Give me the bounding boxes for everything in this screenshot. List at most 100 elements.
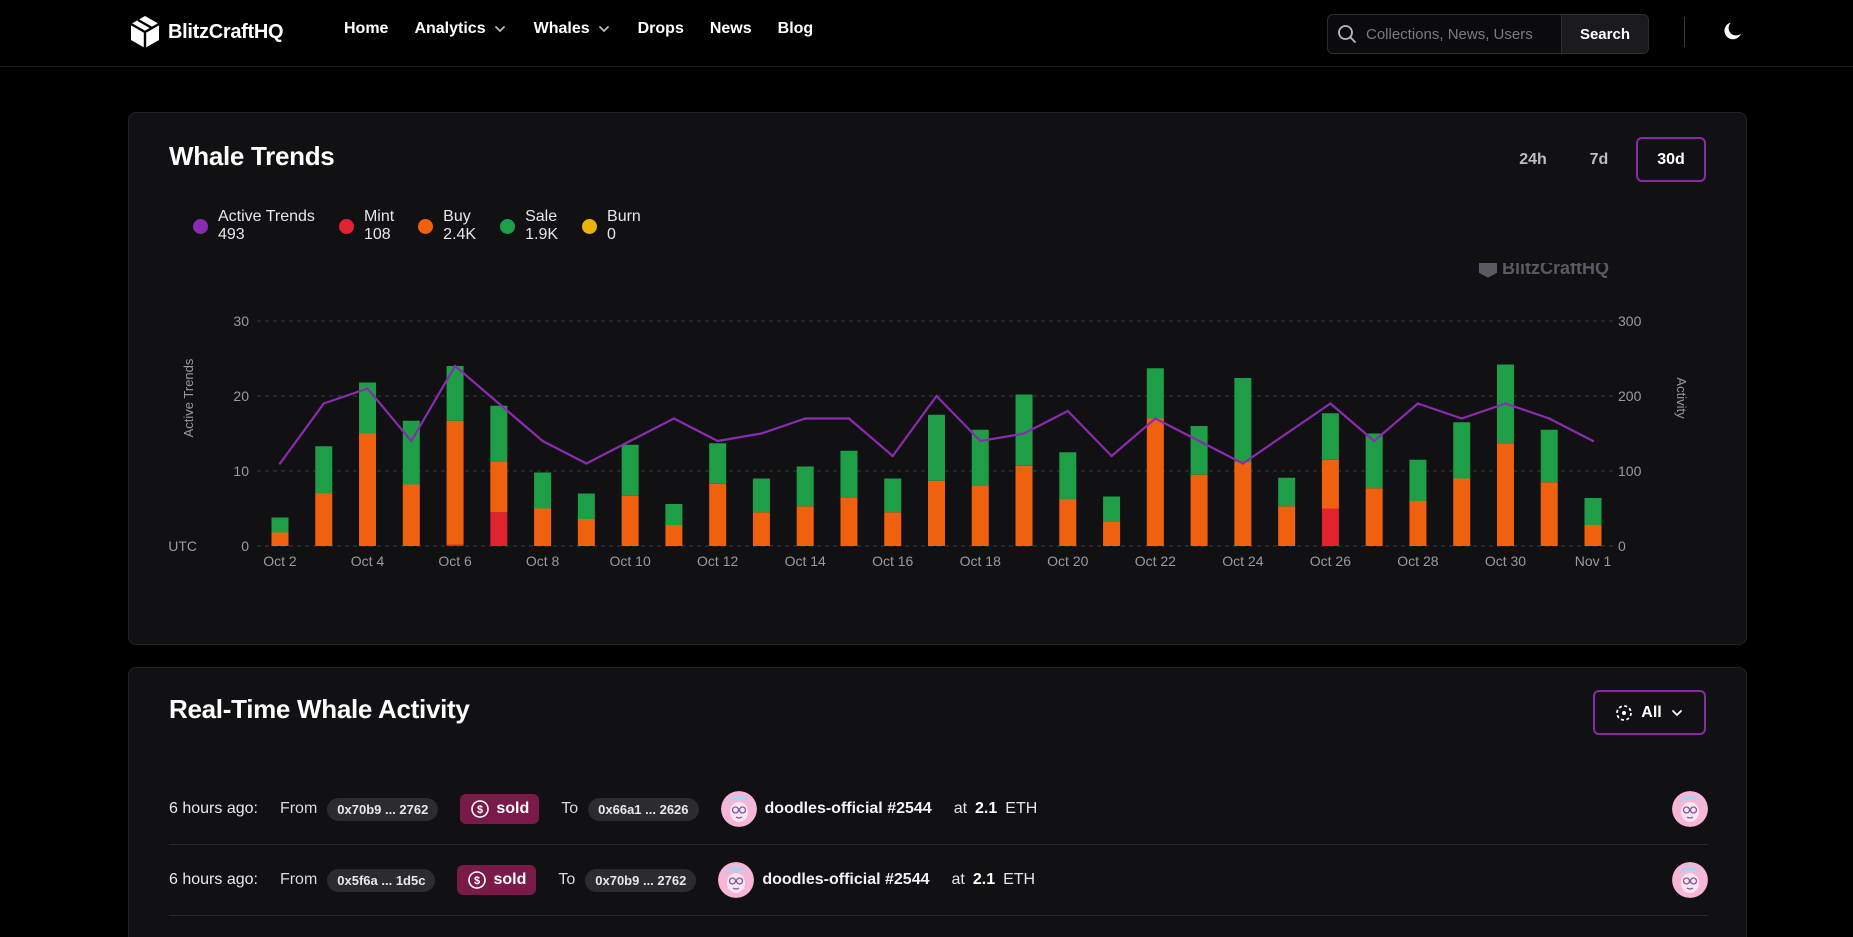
bar-buy-oct-30[interactable] [1496,443,1514,546]
nav-whales[interactable]: Whales [534,20,612,38]
point-active-trends-oct-25[interactable] [1285,432,1288,435]
legend-item-burn[interactable]: Burn 0 [582,208,641,244]
bar-buy-oct-29[interactable] [1453,478,1471,547]
bar-sale-oct-16[interactable] [884,478,902,513]
bar-sale-oct-7[interactable] [490,405,508,462]
activity-row[interactable]: 6 hours ago: From 0x5f6a ... 1d5c $ sold To 0x… [169,845,1708,916]
legend-item-active-trends[interactable]: Active Trends 493 [193,208,315,244]
bar-sale-oct-24[interactable] [1234,378,1252,462]
collection-avatar[interactable] [1672,791,1708,827]
bar-sale-nov-1[interactable] [1584,498,1602,525]
bar-sale-oct-27[interactable] [1365,433,1383,489]
activity-filter-dropdown[interactable]: All [1593,690,1706,735]
nft-link[interactable]: doodles-official #2544 [718,862,930,898]
legend-item-mint[interactable]: Mint 108 [338,208,394,244]
bar-buy-oct-26[interactable] [1321,459,1339,509]
activity-row[interactable]: 6 hours ago: From 0x70b9 ... 2762 $ sold To 0x… [169,774,1708,845]
bar-buy-oct-27[interactable] [1365,488,1383,546]
bar-sale-oct-25[interactable] [1278,477,1296,507]
point-active-trends-nov-1[interactable] [1591,439,1595,443]
bar-sale-oct-3[interactable] [315,446,333,494]
point-active-trends-oct-13[interactable] [760,432,763,435]
bar-sale-oct-6[interactable] [446,366,464,421]
bar-sale-oct-19[interactable] [1015,394,1033,466]
bar-buy-nov-1[interactable] [1584,525,1602,546]
bar-buy-oct-17[interactable] [928,480,945,546]
bar-buy-oct-6[interactable] [446,420,464,545]
bar-sale-oct-2[interactable] [271,517,289,533]
point-active-trends-oct-15[interactable] [847,417,851,420]
bar-buy-oct-16[interactable] [884,512,902,546]
bar-sale-oct-8[interactable] [534,472,552,509]
bar-sale-oct-28[interactable] [1409,459,1427,501]
bar-sale-oct-20[interactable] [1059,452,1077,500]
point-active-trends-oct-26[interactable] [1329,402,1332,405]
point-active-trends-oct-28[interactable] [1416,402,1420,405]
bar-buy-oct-28[interactable] [1409,501,1427,546]
bar-sale-oct-15[interactable] [840,450,858,498]
bar-sale-oct-17[interactable] [928,414,945,481]
point-active-trends-oct-24[interactable] [1241,462,1245,465]
point-active-trends-oct-18[interactable] [979,439,982,443]
point-active-trends-oct-23[interactable] [1197,439,1201,443]
bar-buy-oct-22[interactable] [1146,418,1164,547]
bar-buy-oct-14[interactable] [796,506,814,546]
bar-buy-oct-20[interactable] [1059,499,1077,547]
bar-buy-oct-19[interactable] [1015,465,1033,546]
point-active-trends-oct-8[interactable] [541,439,544,443]
brand-logo[interactable]: BlitzCraftHQ [128,14,284,50]
bar-sale-oct-9[interactable] [577,493,595,520]
legend-item-sale[interactable]: Sale 1.9K [500,208,558,244]
bar-buy-oct-7[interactable] [490,462,508,513]
bar-buy-oct-21[interactable] [1103,521,1121,546]
bar-buy-oct-12[interactable] [709,483,727,546]
nft-link[interactable]: doodles-official #2544 [720,791,932,827]
bar-sale-oct-11[interactable] [665,504,683,525]
point-active-trends-oct-2[interactable] [278,462,282,465]
point-active-trends-oct-31[interactable] [1548,417,1551,420]
search-button[interactable]: Search [1560,15,1648,53]
bar-sale-oct-23[interactable] [1190,426,1208,475]
point-active-trends-oct-11[interactable] [672,417,676,420]
point-active-trends-oct-16[interactable] [891,454,894,458]
bar-sale-oct-21[interactable] [1103,496,1121,522]
nav-blog[interactable]: Blog [778,20,814,38]
bar-sale-oct-29[interactable] [1453,422,1471,479]
search-input[interactable] [1366,25,1561,43]
point-active-trends-oct-3[interactable] [322,402,325,405]
point-active-trends-oct-5[interactable] [410,439,413,443]
bar-buy-oct-24[interactable] [1234,462,1252,546]
to-address[interactable]: 0x66a1 ... 2626 [588,797,699,821]
bar-buy-oct-13[interactable] [752,512,770,546]
bar-sale-oct-13[interactable] [752,478,770,513]
bar-buy-oct-4[interactable] [359,433,377,547]
point-active-trends-oct-27[interactable] [1372,439,1376,443]
point-active-trends-oct-6[interactable] [453,364,457,368]
bar-sale-oct-18[interactable] [971,429,989,486]
bar-buy-oct-9[interactable] [577,519,595,546]
point-active-trends-oct-20[interactable] [1066,409,1069,413]
point-active-trends-oct-9[interactable] [585,462,588,465]
bar-sale-oct-26[interactable] [1321,413,1339,460]
bar-buy-oct-5[interactable] [402,484,420,547]
nav-drops[interactable]: Drops [638,20,684,38]
range-tab-7d[interactable]: 7d [1589,150,1609,168]
bar-mint-oct-26[interactable] [1321,508,1339,547]
bar-mint-oct-6[interactable] [446,544,464,547]
point-active-trends-oct-12[interactable] [716,439,719,443]
point-active-trends-oct-21[interactable] [1110,454,1113,458]
bar-buy-oct-18[interactable] [971,486,989,546]
from-address[interactable]: 0x70b9 ... 2762 [327,797,439,821]
point-active-trends-oct-30[interactable] [1504,402,1507,405]
point-active-trends-oct-19[interactable] [1022,432,1026,435]
bar-buy-oct-11[interactable] [665,525,683,546]
bar-buy-oct-10[interactable] [621,495,639,546]
range-tab-30d[interactable]: 30d [1636,137,1706,182]
to-address[interactable]: 0x70b9 ... 2762 [585,868,697,892]
bar-sale-oct-31[interactable] [1540,429,1558,483]
point-active-trends-oct-17[interactable] [935,394,938,398]
bar-buy-oct-3[interactable] [315,493,333,547]
bar-buy-oct-23[interactable] [1190,474,1208,546]
bar-buy-oct-25[interactable] [1278,506,1296,546]
from-address[interactable]: 0x5f6a ... 1d5c [327,868,436,892]
